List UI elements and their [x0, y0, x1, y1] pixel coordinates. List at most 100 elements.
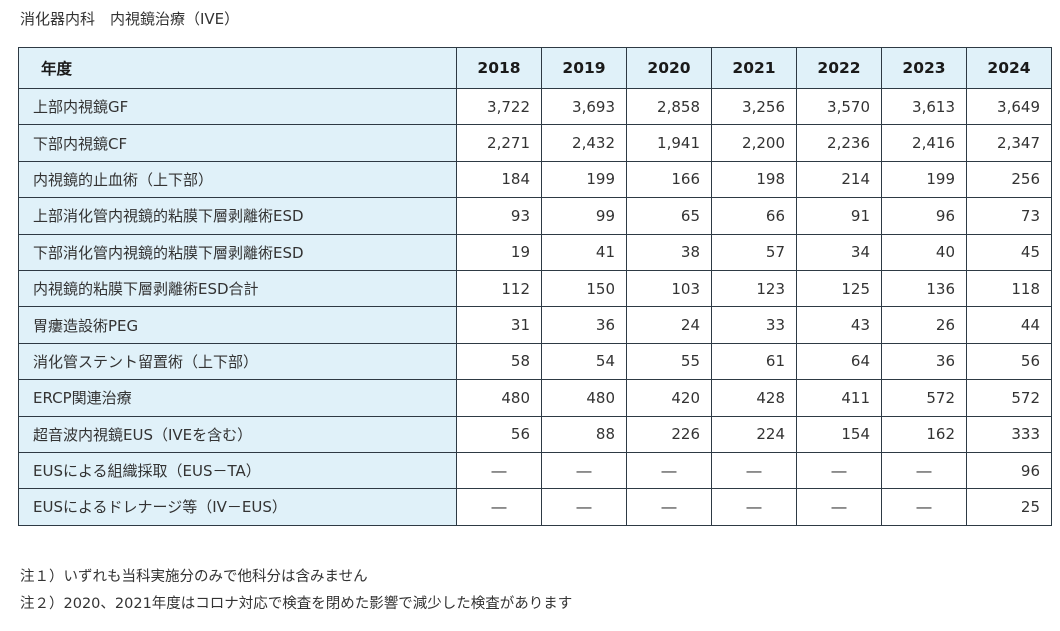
count-cell: 38 [626, 233, 712, 271]
count-cell: 96 [966, 451, 1052, 490]
table-header-row: 年度 2018 2019 2020 2021 2022 2023 2024 [18, 47, 1052, 89]
count-cell: 40 [881, 233, 967, 271]
count-cell: 45 [966, 233, 1052, 271]
count-cell: 125 [796, 269, 882, 308]
count-cell: 198 [711, 160, 797, 199]
count-cell: 480 [541, 379, 627, 417]
count-cell: 2,271 [456, 124, 542, 162]
count-cell: 226 [626, 415, 712, 453]
count-cell: 91 [796, 197, 882, 235]
count-cell: ― [456, 451, 542, 490]
header-year: 2024 [966, 47, 1052, 89]
procedure-name: 消化管ステント留置術（上下部） [18, 342, 457, 381]
procedure-name: 超音波内視鏡EUS（IVEを含む） [18, 415, 457, 453]
count-cell: 36 [541, 306, 627, 344]
count-cell: 428 [711, 379, 797, 417]
page-title: 消化器内科 内視鏡治療（IVE） [20, 10, 240, 28]
header-year: 2022 [796, 47, 882, 89]
table-row: ERCP関連治療 480 480 420 428 411 572 572 [18, 379, 1052, 417]
count-cell: 19 [456, 233, 542, 271]
count-cell: 2,858 [626, 87, 712, 126]
count-cell: 33 [711, 306, 797, 344]
procedure-name: EUSによる組織採取（EUS－TA） [18, 451, 457, 490]
procedure-name: 下部消化管内視鏡的粘膜下層剥離術ESD [18, 233, 457, 271]
count-cell: 64 [796, 342, 882, 381]
count-cell: 150 [541, 269, 627, 308]
count-cell: 411 [796, 379, 882, 417]
count-cell: 112 [456, 269, 542, 308]
count-cell: 93 [456, 197, 542, 235]
header-fiscal-year: 年度 [18, 47, 457, 89]
procedure-name: 内視鏡的止血術（上下部） [18, 160, 457, 199]
count-cell: 34 [796, 233, 882, 271]
count-cell: ― [541, 488, 627, 526]
table-row: 超音波内視鏡EUS（IVEを含む） 56 88 226 224 154 162 333 [18, 415, 1052, 453]
count-cell: 96 [881, 197, 967, 235]
footnote: 注１）いずれも当科実施分のみで他科分は含みません [20, 569, 368, 585]
count-cell: 2,416 [881, 124, 967, 162]
count-cell: 31 [456, 306, 542, 344]
count-cell: 1,941 [626, 124, 712, 162]
header-year: 2021 [711, 47, 797, 89]
count-cell: ― [796, 488, 882, 526]
count-cell: ― [541, 451, 627, 490]
count-cell: 199 [541, 160, 627, 199]
count-cell: ― [626, 451, 712, 490]
count-cell: 166 [626, 160, 712, 199]
count-cell: 2,200 [711, 124, 797, 162]
count-cell: 103 [626, 269, 712, 308]
count-cell: 36 [881, 342, 967, 381]
count-cell: 44 [966, 306, 1052, 344]
table-row: EUSによるドレナージ等（IV－EUS） ― ― ― ― ― ― 25 [18, 488, 1052, 526]
procedures-table: 年度 2018 2019 2020 2021 2022 2023 2024 上部… [18, 47, 1052, 526]
count-cell: 118 [966, 269, 1052, 308]
procedure-name: 胃瘻造設術PEG [18, 306, 457, 344]
count-cell: ― [796, 451, 882, 490]
count-cell: 3,722 [456, 87, 542, 126]
procedure-name: 内視鏡的粘膜下層剥離術ESD合計 [18, 269, 457, 308]
procedure-name: 上部内視鏡GF [18, 87, 457, 126]
count-cell: 572 [881, 379, 967, 417]
count-cell: 54 [541, 342, 627, 381]
count-cell: 55 [626, 342, 712, 381]
count-cell: 56 [966, 342, 1052, 381]
count-cell: 154 [796, 415, 882, 453]
count-cell: 123 [711, 269, 797, 308]
table-row: 下部消化管内視鏡的粘膜下層剥離術ESD 19 41 38 57 34 40 45 [18, 233, 1052, 271]
count-cell: 420 [626, 379, 712, 417]
count-cell: 61 [711, 342, 797, 381]
count-cell: 41 [541, 233, 627, 271]
count-cell: 3,693 [541, 87, 627, 126]
table-row: 上部消化管内視鏡的粘膜下層剥離術ESD 93 99 65 66 91 96 73 [18, 197, 1052, 235]
count-cell: 25 [966, 488, 1052, 526]
table-row: 内視鏡的止血術（上下部） 184 199 166 198 214 199 256 [18, 160, 1052, 199]
count-cell: 162 [881, 415, 967, 453]
count-cell: 136 [881, 269, 967, 308]
count-cell: 99 [541, 197, 627, 235]
header-year: 2020 [626, 47, 712, 89]
count-cell: 56 [456, 415, 542, 453]
count-cell: 256 [966, 160, 1052, 199]
procedure-name: 下部内視鏡CF [18, 124, 457, 162]
count-cell: 184 [456, 160, 542, 199]
table-row: 下部内視鏡CF 2,271 2,432 1,941 2,200 2,236 2,416 2,3… [18, 124, 1052, 162]
count-cell: 26 [881, 306, 967, 344]
count-cell: 88 [541, 415, 627, 453]
header-year: 2019 [541, 47, 627, 89]
table-row: 胃瘻造設術PEG 31 36 24 33 43 26 44 [18, 306, 1052, 344]
count-cell: 2,432 [541, 124, 627, 162]
count-cell: 224 [711, 415, 797, 453]
table-row: 消化管ステント留置術（上下部） 58 54 55 61 64 36 56 [18, 342, 1052, 381]
footnote: 注２）2020、2021年度はコロナ対応で検査を閉めた影響で減少した検査がありま… [20, 596, 573, 612]
count-cell: 57 [711, 233, 797, 271]
count-cell: ― [881, 488, 967, 526]
count-cell: ― [881, 451, 967, 490]
count-cell: ― [711, 451, 797, 490]
count-cell: 333 [966, 415, 1052, 453]
count-cell: 3,570 [796, 87, 882, 126]
count-cell: 58 [456, 342, 542, 381]
count-cell: 24 [626, 306, 712, 344]
count-cell: 3,613 [881, 87, 967, 126]
table-row: EUSによる組織採取（EUS－TA） ― ― ― ― ― ― 96 [18, 451, 1052, 490]
count-cell: ― [456, 488, 542, 526]
